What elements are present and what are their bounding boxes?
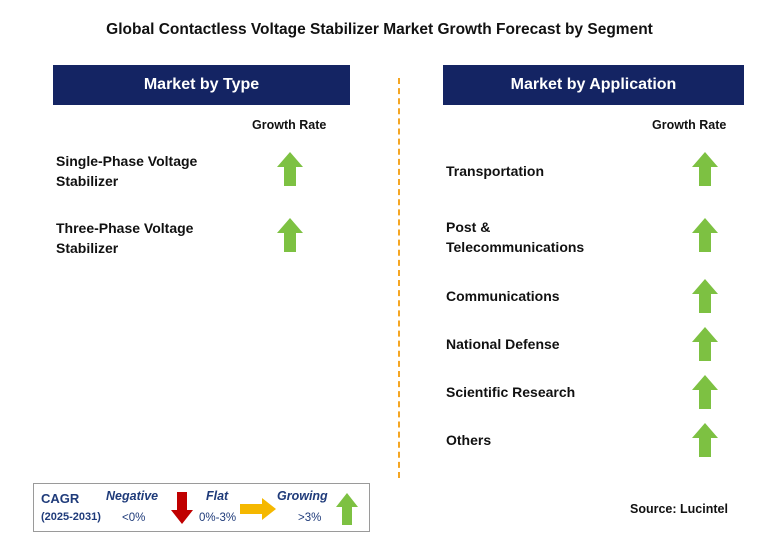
type-item-single-phase: Single-Phase Voltage Stabilizer xyxy=(56,153,198,189)
legend-cagr-label: CAGR xyxy=(41,491,80,506)
type-panel-header-label: Market by Type xyxy=(143,76,260,93)
application-item-others: Others xyxy=(446,432,492,448)
application-item-transportation: Transportation xyxy=(446,163,545,179)
application-item-national-defense: National Defense xyxy=(446,336,560,352)
source-label: Source: Lucintel xyxy=(630,502,728,516)
growing-arrow-icon xyxy=(692,152,718,186)
application-item-scientific-research: Scientific Research xyxy=(446,384,576,400)
growing-arrow-icon xyxy=(692,423,718,457)
legend-growing-label: Growing xyxy=(277,489,328,503)
application-item-post-telecom: Post & Telecommunications xyxy=(446,219,585,255)
type-item-three-phase: Three-Phase Voltage Stabilizer xyxy=(56,220,194,256)
legend-period: (2025-2031) xyxy=(41,511,101,523)
application-panel-header-label: Market by Application xyxy=(510,76,677,93)
growing-arrow-icon xyxy=(692,327,718,361)
growing-arrow-icon xyxy=(277,152,303,186)
legend-negative-label: Negative xyxy=(106,489,159,503)
application-panel-header: Market by Application xyxy=(443,65,744,105)
growing-arrow-icon xyxy=(336,493,358,525)
legend-box: CAGR (2025-2031) Negative <0% Flat 0%-3%… xyxy=(33,483,370,532)
panel-divider xyxy=(398,78,400,478)
legend-flat-label: Flat xyxy=(206,489,229,503)
growing-arrow-icon xyxy=(692,218,718,252)
application-item-communications: Communications xyxy=(446,288,560,304)
growing-arrow-icon xyxy=(692,375,718,409)
legend-negative-range: <0% xyxy=(122,512,146,524)
legend-flat-range: 0%-3% xyxy=(199,512,237,524)
growing-arrow-icon xyxy=(692,279,718,313)
negative-arrow-icon xyxy=(171,492,193,524)
application-growth-rate-label: Growth Rate xyxy=(652,118,727,132)
type-growth-rate-label: Growth Rate xyxy=(252,118,327,132)
growing-arrow-icon xyxy=(277,218,303,252)
flat-arrow-icon xyxy=(240,498,276,520)
legend-growing-range: >3% xyxy=(298,512,322,524)
chart-title: Global Contactless Voltage Stabilizer Ma… xyxy=(106,21,653,38)
type-panel-header: Market by Type xyxy=(53,65,350,105)
